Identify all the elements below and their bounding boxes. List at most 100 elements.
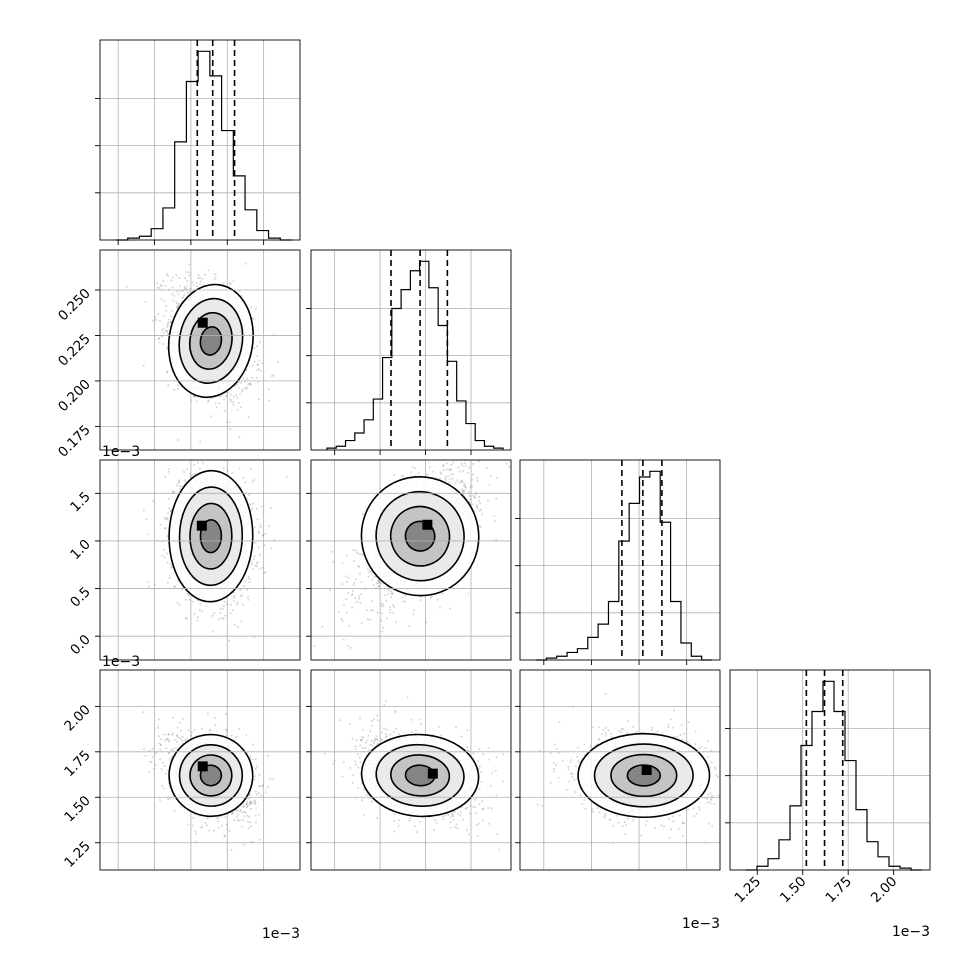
scatter-point bbox=[226, 395, 228, 398]
scatter-point bbox=[223, 398, 226, 401]
scatter-point bbox=[165, 331, 168, 334]
scatter-point bbox=[178, 603, 181, 606]
scatter-point bbox=[386, 617, 389, 620]
scatter-point bbox=[201, 825, 204, 828]
scatter-point bbox=[195, 282, 198, 285]
scatter-point bbox=[352, 584, 355, 587]
histogram-step bbox=[326, 260, 504, 450]
scatter-point bbox=[249, 800, 252, 803]
scatter-point bbox=[260, 505, 263, 508]
scatter-point bbox=[389, 590, 392, 593]
density-peak bbox=[196, 520, 207, 531]
scatter-point bbox=[190, 734, 193, 737]
panel-frame bbox=[99, 39, 301, 241]
scatter-point bbox=[469, 498, 472, 501]
scatter-point bbox=[360, 622, 363, 624]
scatter-point bbox=[239, 406, 242, 409]
scatter-point bbox=[218, 402, 221, 405]
scatter-point bbox=[186, 442, 188, 444]
scatter-point bbox=[419, 599, 422, 602]
scatter-point bbox=[158, 341, 161, 344]
scatter-point bbox=[247, 598, 250, 601]
scatter-point bbox=[251, 507, 254, 510]
scatter-point bbox=[480, 508, 482, 511]
scatter-point bbox=[468, 466, 471, 469]
scatter-point bbox=[169, 509, 172, 512]
scatter-point bbox=[448, 468, 450, 471]
scatter-point bbox=[258, 531, 260, 534]
scatter-point bbox=[177, 481, 180, 484]
y-tick-label: 0.200 bbox=[55, 376, 94, 415]
scatter-point bbox=[414, 467, 417, 470]
scatter-point bbox=[359, 553, 362, 556]
scatter-point bbox=[404, 594, 407, 597]
scatter-point bbox=[255, 307, 257, 310]
scatter-point bbox=[358, 565, 360, 568]
scatter-point bbox=[164, 476, 167, 478]
contour-line bbox=[188, 311, 233, 370]
x-tick-label: −0.4 bbox=[236, 874, 270, 908]
scatter-point bbox=[189, 287, 192, 290]
scatter-point bbox=[257, 530, 260, 533]
scatter-point bbox=[167, 470, 170, 473]
scatter-point bbox=[177, 736, 180, 739]
scatter-point bbox=[256, 354, 259, 357]
scatter-point bbox=[184, 481, 187, 483]
scatter-point bbox=[173, 294, 175, 297]
scatter-point bbox=[232, 280, 235, 283]
density-peak bbox=[422, 519, 433, 530]
scatter-point bbox=[229, 603, 232, 606]
scatter-point bbox=[450, 468, 453, 470]
scatter-point bbox=[331, 550, 334, 553]
scatter-point bbox=[172, 748, 175, 751]
scatter-point bbox=[157, 338, 160, 340]
scatter-point bbox=[154, 763, 157, 766]
scatter-point bbox=[159, 284, 162, 287]
scatter-point bbox=[241, 390, 244, 393]
scatter-point bbox=[257, 792, 260, 795]
scatter-point bbox=[461, 488, 464, 491]
contour-line bbox=[389, 505, 451, 567]
contour-line bbox=[167, 283, 254, 399]
scatter-point bbox=[194, 395, 197, 398]
scatter-point bbox=[478, 499, 481, 502]
scatter-point bbox=[461, 490, 464, 492]
scatter-point bbox=[167, 752, 170, 754]
scatter-point bbox=[182, 470, 185, 473]
scatter-point bbox=[184, 288, 187, 290]
scatter-point bbox=[168, 759, 171, 761]
panel-frame bbox=[99, 249, 301, 451]
scatter-point bbox=[163, 787, 165, 790]
scatter-point bbox=[252, 317, 255, 320]
scatter-point bbox=[400, 475, 403, 478]
scatter-point bbox=[222, 467, 225, 470]
scatter-point bbox=[184, 277, 187, 280]
scatter-point bbox=[225, 603, 228, 606]
scatter-point bbox=[188, 274, 191, 277]
scatter-point bbox=[207, 400, 210, 403]
x-tick-label: 1.75 bbox=[822, 874, 855, 907]
scatter-point bbox=[167, 512, 170, 515]
scatter-point bbox=[251, 502, 254, 505]
scatter-point bbox=[198, 608, 201, 611]
scatter-point bbox=[195, 400, 198, 403]
scatter-point bbox=[476, 505, 478, 508]
scatter-point bbox=[272, 374, 275, 377]
scatter-point bbox=[417, 472, 420, 475]
scatter-point bbox=[171, 733, 174, 736]
scatter-point bbox=[376, 611, 379, 614]
scatter-point bbox=[225, 713, 227, 716]
scatter-point bbox=[185, 618, 188, 620]
scatter-point bbox=[246, 588, 249, 591]
scatter-point bbox=[192, 395, 195, 398]
scatter-point bbox=[253, 555, 256, 558]
scatter-point bbox=[464, 484, 467, 487]
scatter-point bbox=[162, 327, 165, 330]
scatter-point bbox=[219, 611, 222, 614]
scatter-point bbox=[475, 504, 478, 507]
scatter-point bbox=[462, 485, 465, 488]
scatter-point bbox=[347, 591, 350, 594]
scatter-point bbox=[167, 733, 170, 736]
scatter-point bbox=[472, 462, 474, 465]
scatter-point bbox=[229, 282, 232, 285]
